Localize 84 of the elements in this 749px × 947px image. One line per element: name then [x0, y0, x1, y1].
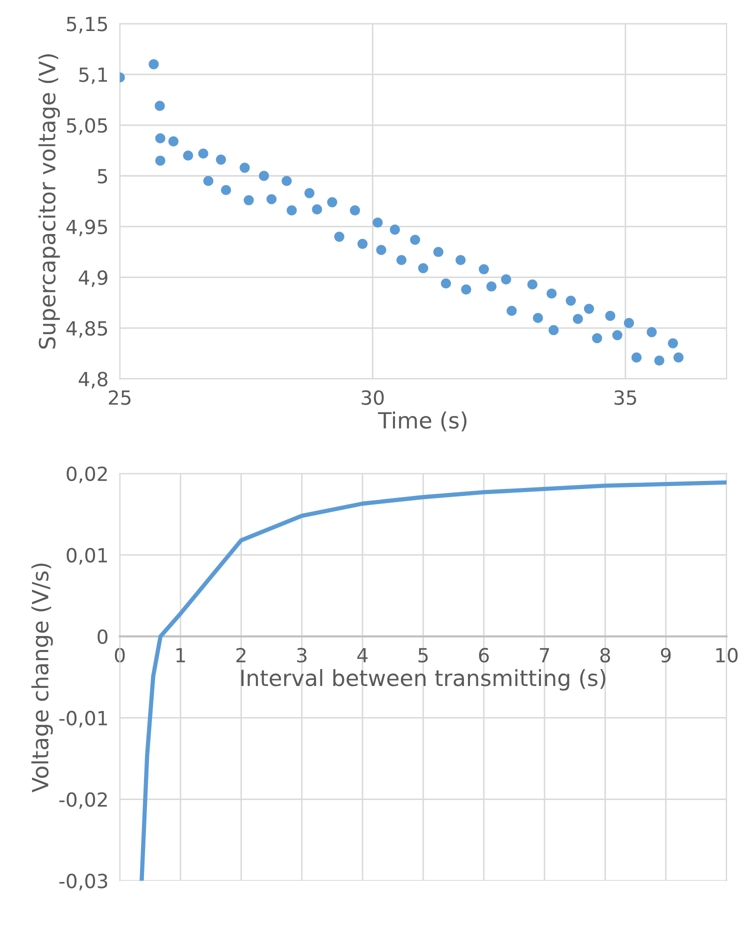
point: [486, 281, 497, 292]
point: [266, 194, 277, 204]
point: [155, 133, 166, 144]
point: [668, 338, 678, 348]
y-tick-label: 0,02: [66, 466, 107, 484]
point: [183, 150, 194, 161]
x-tick-label: 35: [614, 390, 636, 405]
point: [527, 279, 538, 290]
point: [168, 136, 179, 146]
x-tick-label: 25: [108, 390, 131, 405]
point: [506, 306, 517, 316]
y-tick-label: 4,8: [78, 372, 108, 388]
x-tick-label: 9: [660, 648, 671, 663]
point: [286, 205, 297, 216]
y-tick-label: 0: [98, 629, 108, 644]
point: [312, 204, 322, 214]
y-tick-label: -0,02: [59, 792, 107, 809]
y-tick-label: 0,01: [66, 548, 107, 565]
point: [220, 184, 232, 196]
point: [478, 264, 489, 274]
x-tick-label: 8: [600, 648, 610, 663]
y-tick-label: 4,95: [66, 220, 108, 236]
y-tick-label: 5,05: [66, 118, 108, 135]
point: [418, 263, 428, 274]
point: [390, 224, 400, 235]
point: [461, 284, 472, 295]
point: [148, 59, 159, 70]
point: [216, 154, 226, 165]
x-tick-label: 3: [297, 648, 306, 663]
point: [631, 352, 642, 363]
point: [501, 274, 512, 284]
y-tick-label: 5: [98, 169, 108, 184]
x-axis-title: Time (s): [378, 412, 466, 432]
x-tick-label: 10: [716, 648, 738, 663]
point: [376, 244, 386, 256]
x-axis-title: Interval between transmitting (s): [241, 669, 606, 691]
point: [532, 312, 544, 324]
point: [240, 162, 250, 173]
point: [433, 246, 444, 258]
point: [572, 314, 583, 324]
y-axis-title: Voltage change (V/s): [31, 564, 53, 792]
point: [548, 325, 559, 336]
point: [334, 232, 344, 242]
point: [546, 288, 557, 299]
x-tick-label: 30: [362, 390, 384, 405]
y-tick-label: 5,15: [66, 16, 108, 34]
point: [410, 234, 420, 245]
point: [372, 217, 383, 228]
point: [624, 318, 634, 328]
x-tick-label: 1: [176, 648, 185, 662]
x-tick-label: 0: [114, 648, 125, 663]
y-tick-label: -0,03: [59, 874, 108, 890]
point: [154, 100, 165, 111]
x-tick-label: 4: [357, 648, 368, 662]
x-tick-label: 2: [236, 648, 246, 662]
point: [258, 170, 270, 181]
point: [566, 296, 576, 306]
x-tick-label: 5: [418, 648, 428, 663]
point: [327, 197, 338, 208]
point: [304, 188, 315, 198]
point: [357, 238, 368, 249]
point: [605, 310, 616, 321]
y-tick-label: 5,1: [79, 68, 107, 84]
point: [155, 156, 166, 166]
point: [646, 327, 657, 338]
point: [673, 352, 684, 363]
point: [350, 205, 360, 216]
x-tick-label: 7: [540, 648, 550, 662]
point: [203, 176, 214, 186]
point: [396, 255, 407, 266]
y-tick-label: -0,01: [59, 710, 107, 728]
point: [198, 148, 208, 159]
y-tick-label: 4,9: [78, 270, 108, 287]
x-tick-label: 6: [479, 648, 489, 663]
point: [584, 304, 594, 314]
point: [612, 330, 622, 340]
point: [440, 278, 452, 289]
y-axis-title: Supercapacitor voltage (V): [38, 54, 60, 349]
point: [654, 355, 664, 366]
y-tick-label: 4,85: [66, 321, 108, 338]
point: [592, 333, 602, 344]
point: [456, 255, 466, 266]
point: [282, 176, 292, 186]
point: [244, 195, 254, 206]
